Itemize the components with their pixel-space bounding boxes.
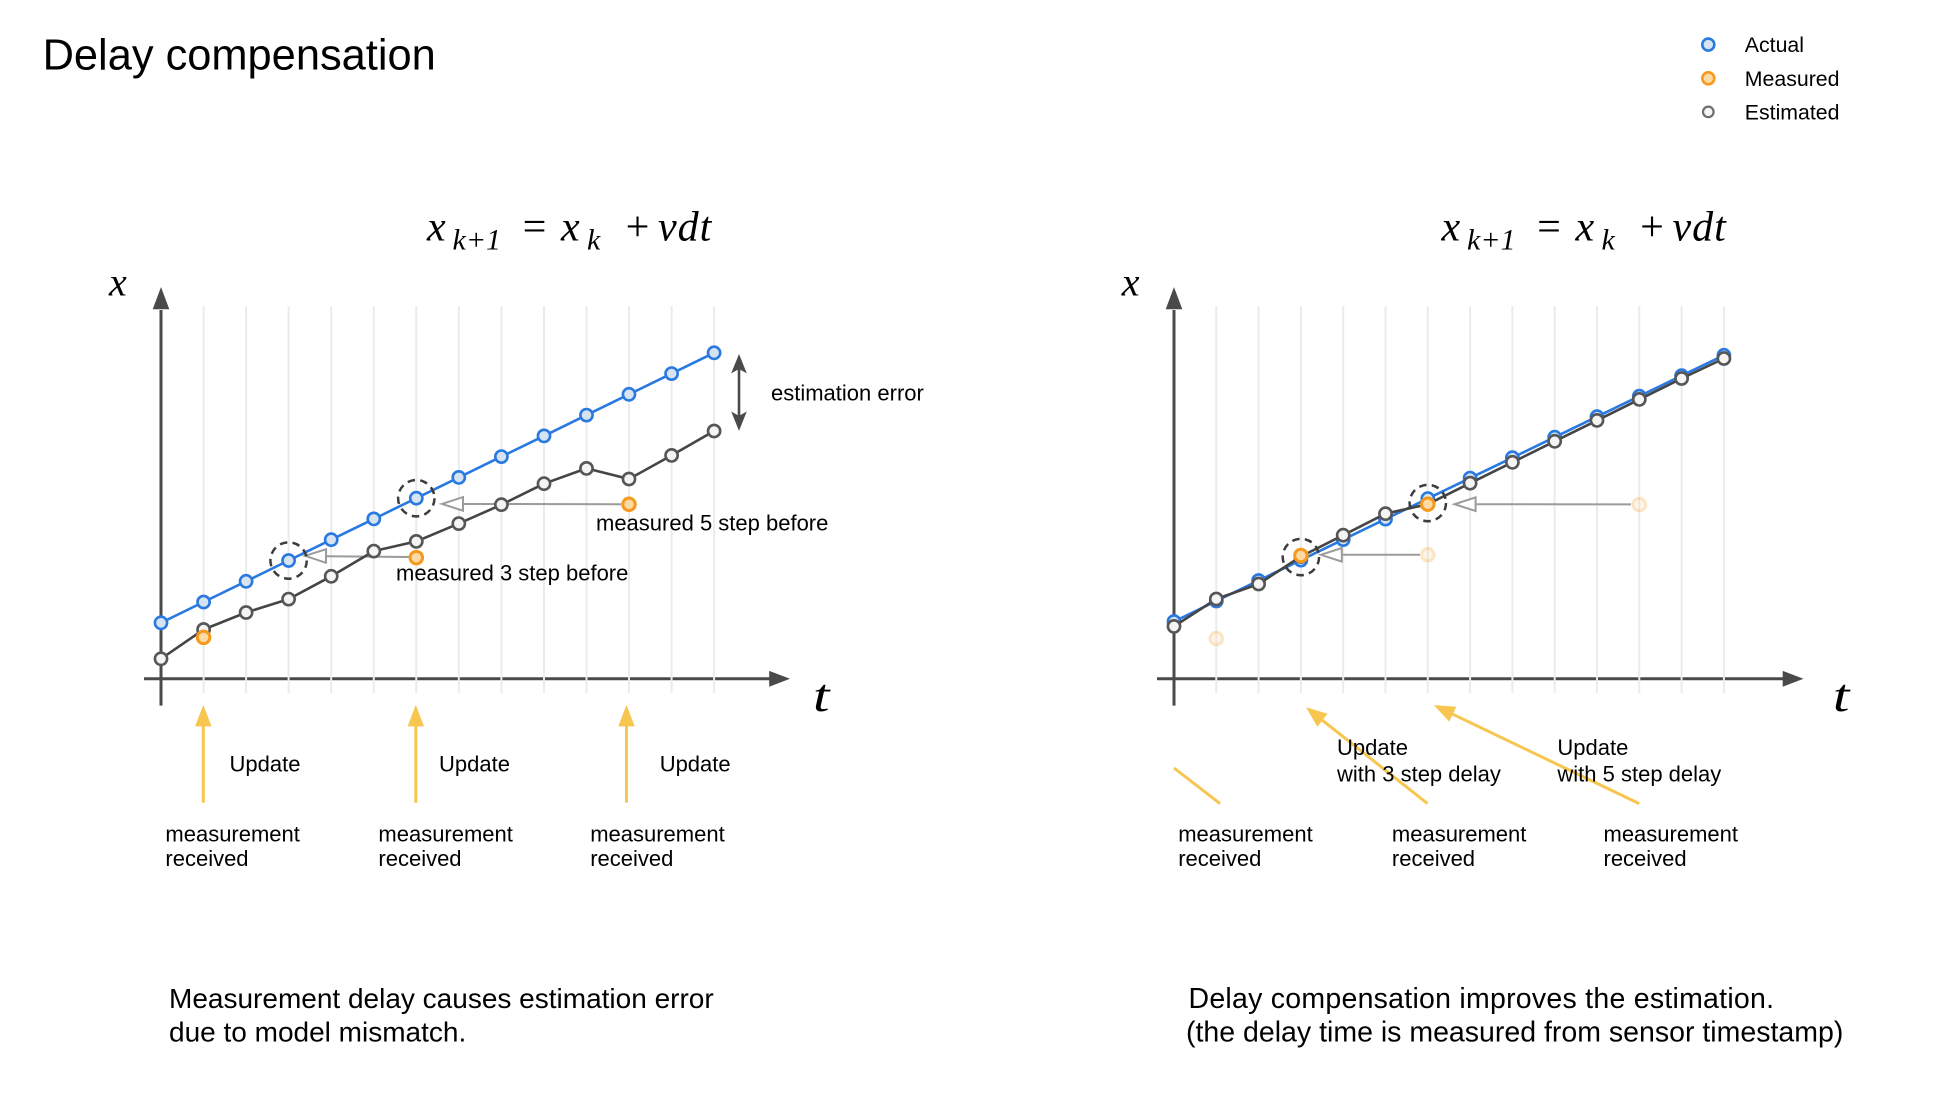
svg-text:t: t [813,670,831,722]
svg-text:measurement: measurement [1178,822,1313,847]
svg-text:received: received [1604,846,1687,871]
svg-text:Update: Update [1557,735,1628,760]
svg-text:Actual: Actual [1745,33,1804,57]
svg-text:received: received [1178,846,1261,871]
svg-text:Measurement delay causes estim: Measurement delay causes estimation erro… [169,983,714,1014]
svg-text:Delay compensation: Delay compensation [43,32,436,80]
svg-text:measurement: measurement [165,822,300,847]
svg-text:k: k [1602,224,1616,257]
svg-text:k+1: k+1 [1467,224,1516,257]
svg-text:measurement: measurement [378,822,513,847]
svg-text:vdt: vdt [1673,205,1728,251]
svg-text:k+1: k+1 [453,224,502,257]
svg-text:with 5 step delay: with 5 step delay [1556,761,1721,786]
svg-text:received: received [165,846,248,871]
svg-text:(the delay time is measured fr: (the delay time is measured from sensor … [1186,1016,1843,1048]
svg-text:measured 3 step before: measured 3 step before [396,560,628,585]
svg-text:+: + [623,205,651,251]
svg-text:measurement: measurement [1392,822,1527,847]
svg-text:received: received [378,846,461,871]
svg-text:with 3 step delay: with 3 step delay [1336,761,1501,786]
svg-text:estimation error: estimation error [771,381,924,406]
svg-text:=: = [1535,205,1563,251]
svg-text:Update: Update [660,751,731,776]
svg-text:measurement: measurement [590,822,725,847]
svg-text:Update: Update [439,751,510,776]
svg-text:vdt: vdt [658,205,713,251]
svg-text:Measured: Measured [1745,67,1840,91]
svg-text:due to model mismatch.: due to model mismatch. [169,1016,466,1047]
svg-text:Update: Update [230,751,301,776]
svg-text:=: = [520,205,548,251]
svg-text:+: + [1638,205,1666,251]
svg-text:x: x [560,205,580,251]
svg-text:x: x [108,260,127,305]
svg-text:t: t [1833,670,1851,722]
svg-text:x: x [426,205,446,251]
svg-text:measurement: measurement [1604,822,1739,847]
svg-text:received: received [590,846,673,871]
svg-text:measured 5 step before: measured 5 step before [596,511,828,536]
svg-text:x: x [1441,205,1461,251]
svg-text:received: received [1392,846,1475,871]
svg-text:x: x [1575,205,1595,251]
svg-text:Delay compensation improves th: Delay compensation improves the estimati… [1189,983,1775,1015]
svg-text:Estimated: Estimated [1745,100,1840,124]
svg-text:k: k [587,224,601,257]
svg-text:x: x [1121,260,1140,305]
svg-text:Update: Update [1337,735,1408,760]
